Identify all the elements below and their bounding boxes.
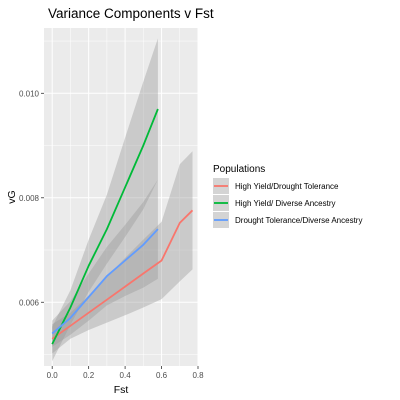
legend-label: High Yield/Drought Tolerance — [235, 182, 339, 191]
confidence-ribbon-1 — [52, 38, 158, 362]
x-tick-label: 0.0 — [47, 371, 59, 380]
series-lines — [51, 108, 194, 345]
x-tick-label: 0.2 — [83, 371, 95, 380]
legend-item: High Yield/Drought Tolerance — [213, 178, 339, 194]
legend: Populations High Yield/Drought Tolerance… — [213, 164, 362, 228]
x-tick-label: 0.4 — [120, 371, 132, 380]
x-tick-label: 0.6 — [156, 371, 168, 380]
confidence-ribbon-0 — [52, 151, 193, 354]
legend-item: Drought Tolerance/Diverse Ancestry — [213, 212, 362, 228]
legend-label: Drought Tolerance/Diverse Ancestry — [235, 216, 362, 225]
legend-title: Populations — [213, 164, 265, 175]
legend-label: High Yield/ Diverse Ancestry — [235, 199, 336, 208]
y-tick-label: 0.006 — [19, 298, 40, 307]
x-axis-title: Fst — [114, 384, 129, 396]
series-line-2 — [51, 228, 159, 335]
confidence-ribbons — [52, 38, 193, 362]
series-line-0 — [51, 209, 194, 340]
series-line-1 — [51, 108, 159, 345]
x-tick-label: 0.8 — [192, 371, 204, 380]
confidence-ribbon-2 — [52, 179, 158, 347]
y-tick-label: 0.010 — [19, 89, 40, 98]
y-axis-title: vG — [6, 190, 18, 203]
chart-title: Variance Components v Fst — [48, 6, 214, 21]
legend-item: High Yield/ Diverse Ancestry — [213, 195, 336, 211]
axes: 0.0 0.2 0.4 0.6 0.8 0.006 0.008 0.010 — [19, 89, 204, 380]
y-tick-label: 0.008 — [19, 194, 40, 203]
